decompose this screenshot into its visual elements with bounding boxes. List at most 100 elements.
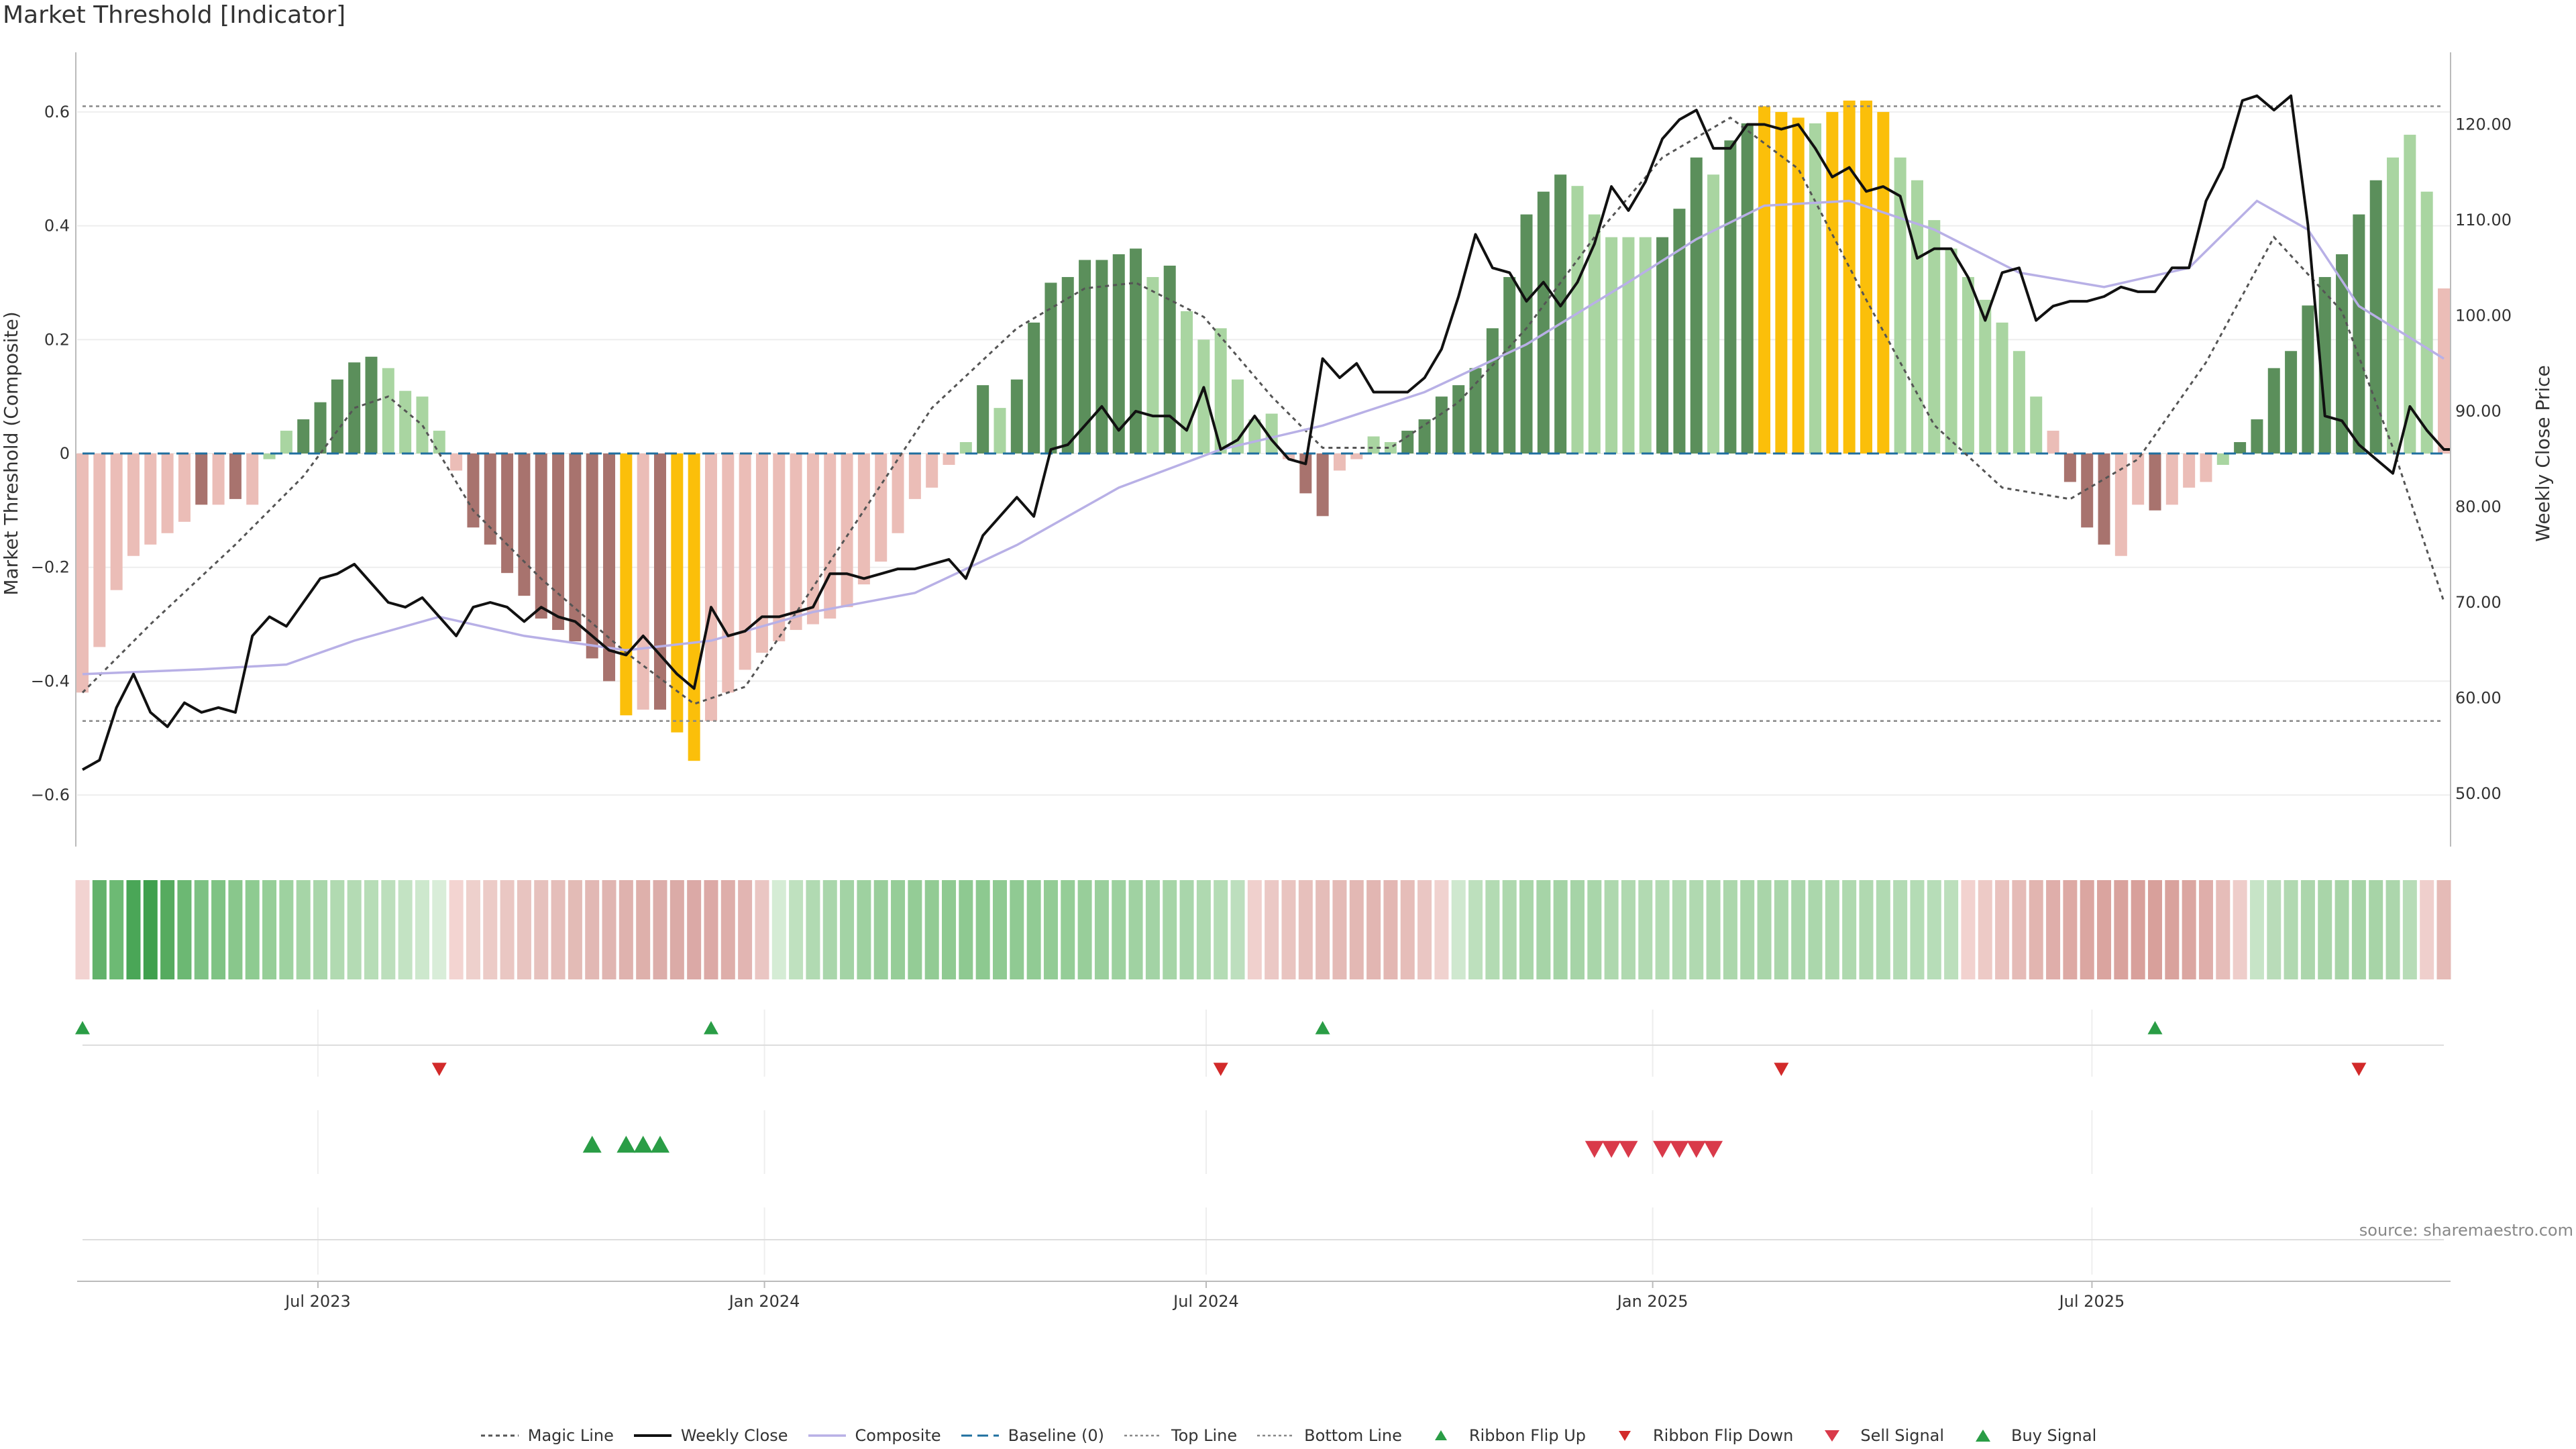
composite-bar [603, 453, 616, 682]
ribbon-cell [279, 880, 294, 979]
ribbon-cell [1638, 880, 1653, 979]
ribbon-cell [1842, 880, 1857, 979]
composite-bar [755, 453, 768, 653]
legend-label: Sell Signal [1860, 1426, 1945, 1445]
x-tick-label: Jan 2025 [1616, 1292, 1688, 1311]
composite-line [82, 199, 2445, 676]
composite-bar [892, 453, 904, 533]
ribbon-flip-down-marker [1213, 1063, 1228, 1076]
ribbon-cell [720, 880, 735, 979]
composite-bar [2114, 453, 2127, 556]
y2-tick-label: 90.00 [2455, 402, 2502, 421]
legend-label: Weekly Close [680, 1426, 788, 1445]
ribbon-flip-down-marker [431, 1063, 447, 1076]
y2-tick-label: 60.00 [2455, 689, 2502, 708]
ribbon-cell [1570, 880, 1585, 979]
ribbon-cell [738, 880, 753, 979]
ribbon-cell [1163, 880, 1177, 979]
legend-item-composite: Composite [807, 1426, 941, 1445]
composite-bar [1979, 299, 1992, 453]
ribbon-cell [704, 880, 718, 979]
composite-bar [1962, 276, 1974, 453]
composite-bar [2285, 351, 2298, 453]
y2-tick-label: 80.00 [2455, 498, 2502, 517]
ribbon-cell [2300, 880, 2315, 979]
composite-bar [1724, 140, 1737, 453]
ribbon-flip-up-marker [2147, 1021, 2163, 1034]
composite-bar [1316, 453, 1329, 517]
ribbon-cell [1316, 880, 1330, 979]
composite-bar [2098, 453, 2110, 545]
ribbon-cell [1349, 880, 1364, 979]
ribbon-cell [483, 880, 498, 979]
composite-bar [1860, 100, 1872, 453]
composite-bar [535, 453, 547, 619]
axes: 0.6 0.4 0.2 0 −0.2 −0.4 −0.6 120.00 110.00 100.00… [0, 52, 2554, 847]
ribbon-cell [2233, 880, 2247, 979]
ribbon-cell [1927, 880, 1941, 979]
ribbon-cell [1655, 880, 1670, 979]
composite-bar [671, 453, 684, 733]
composite-bar [2063, 453, 2076, 482]
ribbon-cell [1214, 880, 1228, 979]
ribbon-cell [2436, 880, 2451, 979]
composite-bar [1181, 311, 1193, 453]
composite-bar [1588, 214, 1601, 453]
composite-bar [399, 390, 412, 453]
ribbon-cell [109, 880, 124, 979]
ribbon-cell [194, 880, 209, 979]
ribbon-cell [211, 880, 226, 979]
ribbon-strip [75, 880, 2451, 979]
composite-bar [2353, 214, 2365, 453]
ribbon-cell [1961, 880, 1976, 979]
ribbon-cell [2267, 880, 2282, 979]
ribbon-cell [262, 880, 277, 979]
ribbon-cell [2385, 880, 2400, 979]
ribbon-cell [1536, 880, 1551, 979]
ribbon-cell [1825, 880, 1839, 979]
composite-bar [1537, 191, 1550, 453]
composite-bar [1418, 419, 1431, 453]
composite-bar [2251, 419, 2263, 453]
ribbon-flip-up-marker [703, 1021, 718, 1034]
composite-bar [518, 453, 531, 596]
sell-signal-marker [1686, 1140, 1706, 1158]
x-tick-label: Jul 2023 [284, 1292, 351, 1311]
composite-bar [1741, 123, 1754, 453]
legend-item-buy: Buy Signal [1963, 1426, 2096, 1445]
composite-bar [1571, 186, 1584, 453]
composite-bar [1843, 100, 1856, 453]
legend-item-sell: Sell Signal [1812, 1426, 1944, 1445]
legend-label: Ribbon Flip Down [1653, 1426, 1794, 1445]
ribbon-cell [771, 880, 786, 979]
composite-bar [773, 453, 786, 642]
ribbon-cell [1179, 880, 1194, 979]
ribbon-cell [551, 880, 566, 979]
ribbon-cell [296, 880, 311, 979]
composite-bar [1282, 453, 1295, 460]
composite-bar [637, 453, 649, 710]
composite-bar [127, 453, 140, 556]
ribbon-cell [2318, 880, 2332, 979]
composite-bar [280, 431, 292, 453]
legend-label: Bottom Line [1304, 1426, 1402, 1445]
legend-swatch [633, 1429, 673, 1442]
composite-bar [1554, 174, 1567, 453]
composite-bar [1044, 282, 1057, 453]
ribbon-cell [822, 880, 837, 979]
ribbon-cell [2198, 880, 2213, 979]
ribbon-cell [2165, 880, 2180, 979]
composite-bar [1079, 260, 1091, 453]
ribbon-cell [1265, 880, 1279, 979]
ribbon-cell [2369, 880, 2383, 979]
ribbon-cell [636, 880, 651, 979]
legend-label: Buy Signal [2011, 1426, 2097, 1445]
y-tick-label: 0.6 [44, 103, 70, 121]
legend-swatch [1812, 1429, 1852, 1442]
composite-bar [1248, 419, 1261, 453]
ribbon-cell [177, 880, 192, 979]
ribbon-cell [330, 880, 345, 979]
legend-label: Magic Line [527, 1426, 614, 1445]
legend-label: Baseline (0) [1008, 1426, 1105, 1445]
